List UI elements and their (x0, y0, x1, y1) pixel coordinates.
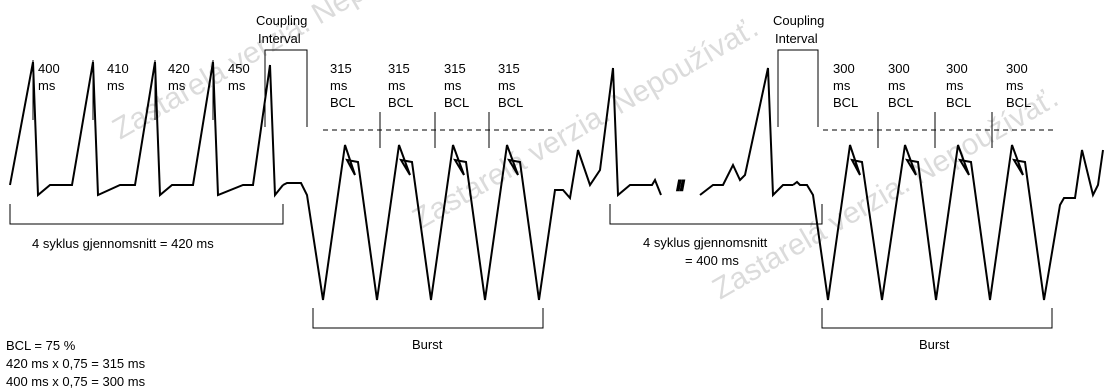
right-coupling-label-line2: Interval (775, 31, 818, 46)
right-burst-caption: Burst (919, 337, 950, 352)
left-bcl-markers (323, 112, 552, 148)
left-bcl-3-tag: BCL (444, 95, 469, 110)
right-coupling-interval: Coupling Interval (773, 13, 824, 127)
waveform-right-burst (792, 144, 1104, 301)
left-average-caption: 4 syklus gjennomsnitt = 420 ms (32, 236, 214, 251)
left-interval-markers (32, 60, 214, 120)
left-bcl-4-tag: BCL (498, 95, 523, 110)
interval-label-1-unit: ms (38, 78, 56, 93)
interval-label-3-value: 420 (168, 61, 190, 76)
formula: BCL = 75 % 420 ms x 0,75 = 315 ms 400 ms… (6, 338, 146, 389)
right-bcl-markers (823, 112, 1057, 148)
ecg-waveform: // (9, 61, 1104, 301)
left-bcl-2-tag: BCL (388, 95, 413, 110)
right-burst-labels: 300 ms BCL 300 ms BCL 300 ms BCL 300 ms … (833, 61, 1031, 110)
right-bcl-4-unit: ms (1006, 78, 1024, 93)
right-bcl-4-tag: BCL (1006, 95, 1031, 110)
left-burst-caption: Burst (412, 337, 443, 352)
right-coupling-label-line1: Coupling (773, 13, 824, 28)
right-bcl-1-value: 300 (833, 61, 855, 76)
right-burst-bracket (821, 308, 1053, 329)
right-average-caption-line1: 4 syklus gjennomsnitt (643, 235, 768, 250)
waveform-middle-recovery (538, 67, 662, 301)
interval-label-2-value: 410 (107, 61, 129, 76)
interval-label-1-value: 400 (38, 61, 60, 76)
left-bcl-1-tag: BCL (330, 95, 355, 110)
interval-label-3-unit: ms (168, 78, 186, 93)
right-bcl-2-tag: BCL (888, 95, 913, 110)
left-bcl-4-value: 315 (498, 61, 520, 76)
right-bcl-1-unit: ms (833, 78, 851, 93)
bottom-brackets (9, 204, 1053, 329)
right-coupling-bracket (777, 49, 819, 127)
right-bcl-2-value: 300 (888, 61, 910, 76)
waveform-left-intrinsic (9, 61, 284, 198)
left-bcl-2-unit: ms (388, 78, 406, 93)
left-bcl-1-value: 315 (330, 61, 352, 76)
formula-line-3: 400 ms x 0,75 = 300 ms (6, 374, 146, 389)
left-bcl-3-value: 315 (444, 61, 466, 76)
left-coupling-interval: Coupling Interval (256, 13, 308, 127)
right-average-caption-line2: = 400 ms (685, 253, 739, 268)
left-coupling-bracket (264, 49, 308, 127)
left-burst-bracket (312, 308, 544, 329)
left-bcl-2-value: 315 (388, 61, 410, 76)
right-average-bracket (609, 204, 823, 225)
interval-label-2-unit: ms (107, 78, 125, 93)
left-bcl-4-unit: ms (498, 78, 516, 93)
left-interval-labels: 400 ms 410 ms 420 ms 450 ms (38, 61, 250, 93)
waveform-right-intrinsic (699, 67, 793, 198)
watermark: Zastarelá verzia. Nepoužívať. Zastarelá … (107, 0, 1064, 306)
formula-line-2: 420 ms x 0,75 = 315 ms (6, 356, 146, 371)
interval-label-4-value: 450 (228, 61, 250, 76)
formula-line-1: BCL = 75 % (6, 338, 76, 353)
svg-text:Zastarelá verzia. Nepoužívať.: Zastarelá verzia. Nepoužívať. (407, 11, 764, 236)
right-bcl-1-tag: BCL (833, 95, 858, 110)
left-average-bracket (9, 204, 284, 225)
left-burst-labels: 315 ms BCL 315 ms BCL 315 ms BCL 315 ms … (330, 61, 523, 110)
left-bcl-1-unit: ms (330, 78, 348, 93)
right-bcl-3-value: 300 (946, 61, 968, 76)
right-bcl-2-unit: ms (888, 78, 906, 93)
interval-label-4-unit: ms (228, 78, 246, 93)
waveform-left-burst (282, 144, 540, 301)
right-bcl-3-tag: BCL (946, 95, 971, 110)
left-coupling-label-line2: Interval (258, 31, 301, 46)
break-mark: // (677, 178, 685, 193)
right-bcl-3-unit: ms (946, 78, 964, 93)
left-bcl-3-unit: ms (444, 78, 462, 93)
right-bcl-4-value: 300 (1006, 61, 1028, 76)
left-coupling-label-line1: Coupling (256, 13, 307, 28)
